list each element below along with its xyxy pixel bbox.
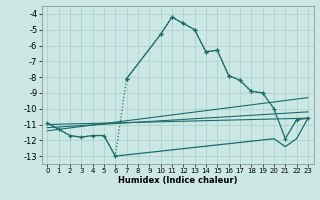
X-axis label: Humidex (Indice chaleur): Humidex (Indice chaleur) <box>118 176 237 185</box>
